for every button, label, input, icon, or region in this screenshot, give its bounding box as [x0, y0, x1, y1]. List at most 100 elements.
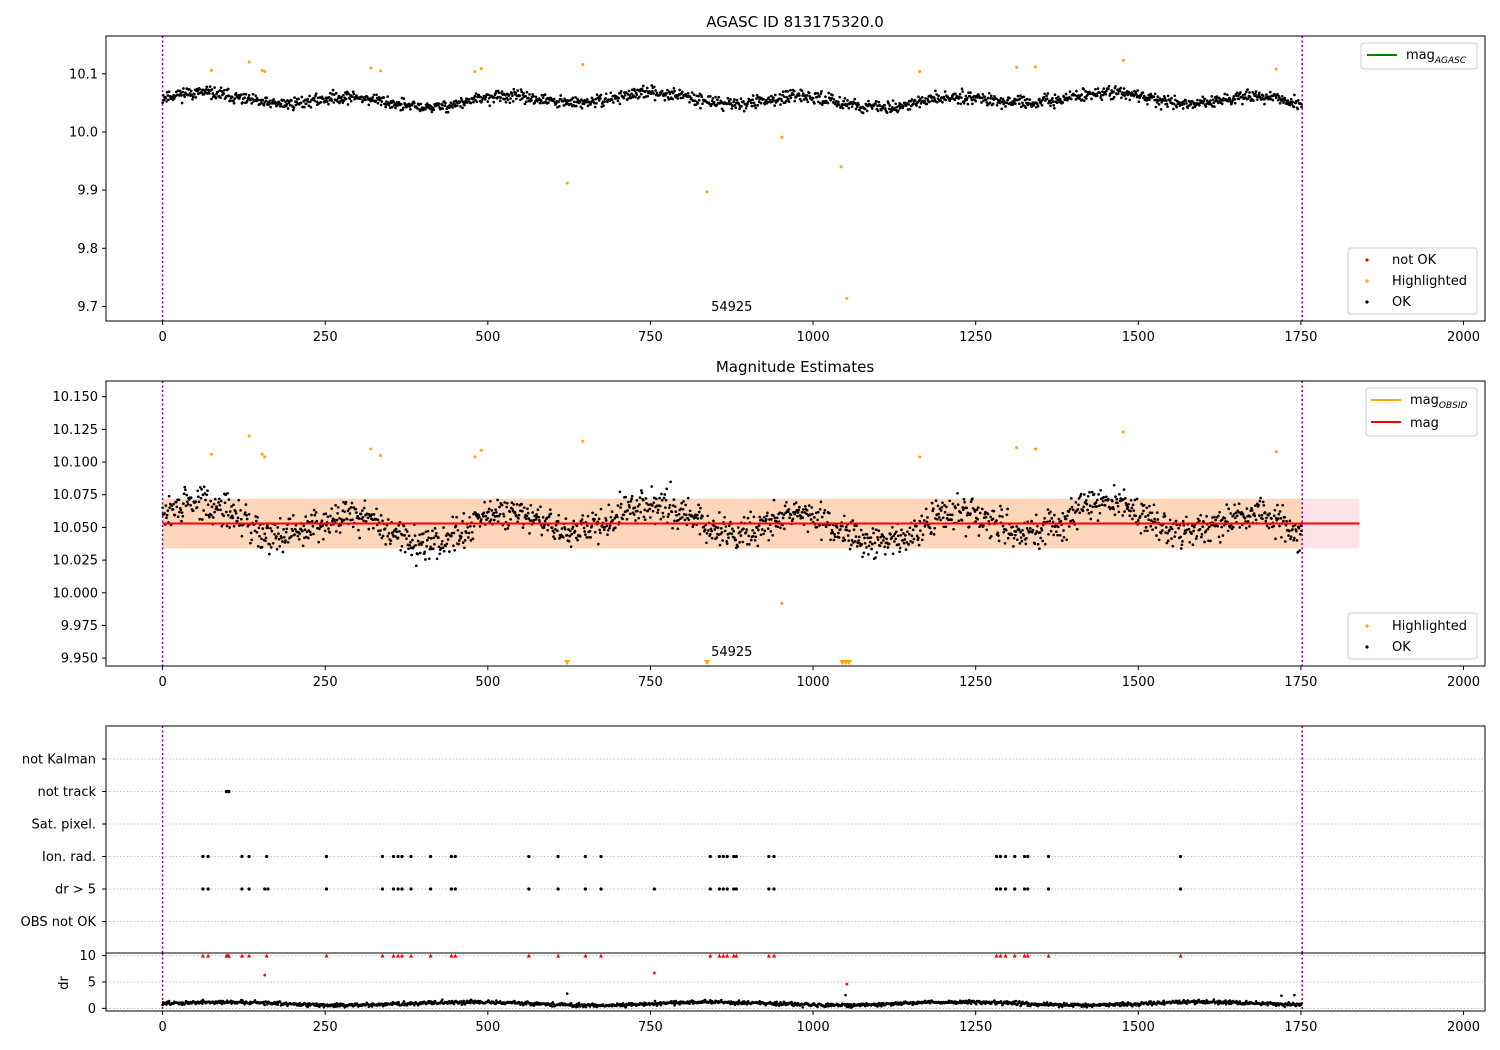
ok-point: [357, 517, 361, 520]
ok-point: [203, 492, 207, 495]
ok-point: [780, 99, 784, 103]
ok-point: [915, 524, 918, 528]
ok-point: [1116, 504, 1120, 508]
ok-point: [284, 100, 287, 104]
ok-point: [801, 92, 805, 95]
ok-point: [1146, 514, 1150, 517]
ok-point: [1254, 92, 1257, 96]
ok-point: [705, 532, 709, 535]
ok-point: [178, 510, 181, 514]
ok-point: [642, 515, 646, 519]
ok-point: [634, 95, 637, 99]
ok-point: [468, 524, 472, 528]
ok-point: [989, 534, 993, 538]
ok-point: [429, 105, 433, 108]
dr-point: [737, 999, 741, 1002]
ok-point: [1291, 524, 1295, 528]
ok-point: [984, 510, 987, 514]
highlighted-point: [1121, 430, 1125, 434]
ok-point: [1086, 508, 1089, 512]
flag-point: [428, 887, 433, 891]
ok-point: [1163, 514, 1167, 518]
ok-point: [675, 513, 678, 517]
ok-point: [531, 511, 535, 514]
ok-point: [1216, 101, 1220, 105]
ok-point: [1024, 542, 1028, 546]
ok-point: [1248, 515, 1252, 518]
panel-2-obs-label: 54925: [711, 645, 752, 660]
ok-point: [442, 549, 446, 553]
ok-point: [329, 91, 332, 95]
ok-point: [294, 103, 298, 107]
ok-point: [910, 534, 914, 538]
ok-point: [1274, 96, 1278, 100]
ok-point: [898, 106, 902, 110]
ok-point: [723, 515, 726, 519]
ok-point: [890, 536, 894, 539]
ok-point: [1042, 95, 1046, 99]
ok-point: [280, 540, 284, 543]
highlighted-point: [247, 434, 251, 438]
ok-point: [496, 520, 500, 523]
ok-point: [992, 509, 996, 513]
flag-point: [721, 887, 725, 891]
ok-point: [412, 101, 416, 105]
ok-point: [1172, 102, 1176, 106]
ok-point: [1129, 498, 1133, 502]
ok-point: [380, 100, 384, 103]
dr-point: [624, 1006, 627, 1009]
ok-point: [1300, 529, 1303, 533]
ok-point: [552, 97, 556, 101]
ok-point: [233, 97, 237, 100]
ok-point: [511, 507, 514, 511]
ok-point: [604, 96, 607, 100]
ok-point: [888, 104, 892, 107]
ok-point: [1149, 519, 1153, 522]
ok-point: [737, 102, 741, 106]
ok-point: [1182, 102, 1186, 106]
ok-point: [347, 507, 351, 511]
ok-point: [405, 530, 409, 533]
ok-point: [1196, 517, 1200, 521]
ok-point: [1008, 96, 1011, 100]
ok-point: [593, 105, 597, 109]
ok-point: [751, 534, 755, 538]
ok-point: [1235, 91, 1239, 95]
ok-point: [802, 98, 806, 101]
ok-point: [906, 530, 909, 534]
ok-point: [572, 100, 576, 104]
ok-point: [1201, 525, 1205, 529]
ok-point: [697, 98, 701, 102]
ok-point: [306, 536, 310, 540]
ok-point: [797, 508, 801, 512]
highlighted-point: [918, 455, 922, 459]
ok-point: [918, 519, 922, 523]
ok-point: [1287, 529, 1291, 533]
ok-point: [210, 505, 214, 509]
ok-point: [753, 539, 757, 542]
ok-point: [459, 96, 463, 100]
ok-point: [526, 96, 530, 100]
panel-2-frame: [105, 380, 1486, 667]
ok-point: [820, 538, 823, 542]
highlighted-point: [479, 67, 483, 71]
ok-point: [331, 88, 335, 92]
ok-point: [791, 517, 795, 521]
ok-point: [999, 101, 1002, 105]
ok-point: [446, 110, 450, 114]
ok-point: [249, 541, 252, 545]
ok-point: [624, 495, 628, 499]
flag-point: [453, 887, 457, 891]
ok-point: [326, 515, 330, 519]
ok-point: [733, 536, 736, 540]
ok-point: [403, 103, 407, 107]
ok-point: [679, 517, 682, 520]
ok-point: [1270, 517, 1273, 520]
ok-point: [401, 106, 405, 110]
ok-point: [379, 97, 382, 101]
ok-point: [1189, 102, 1193, 106]
ok-point: [514, 91, 518, 95]
ok-point: [731, 527, 734, 531]
ok-point: [1181, 519, 1185, 523]
dr-point: [220, 1002, 224, 1006]
